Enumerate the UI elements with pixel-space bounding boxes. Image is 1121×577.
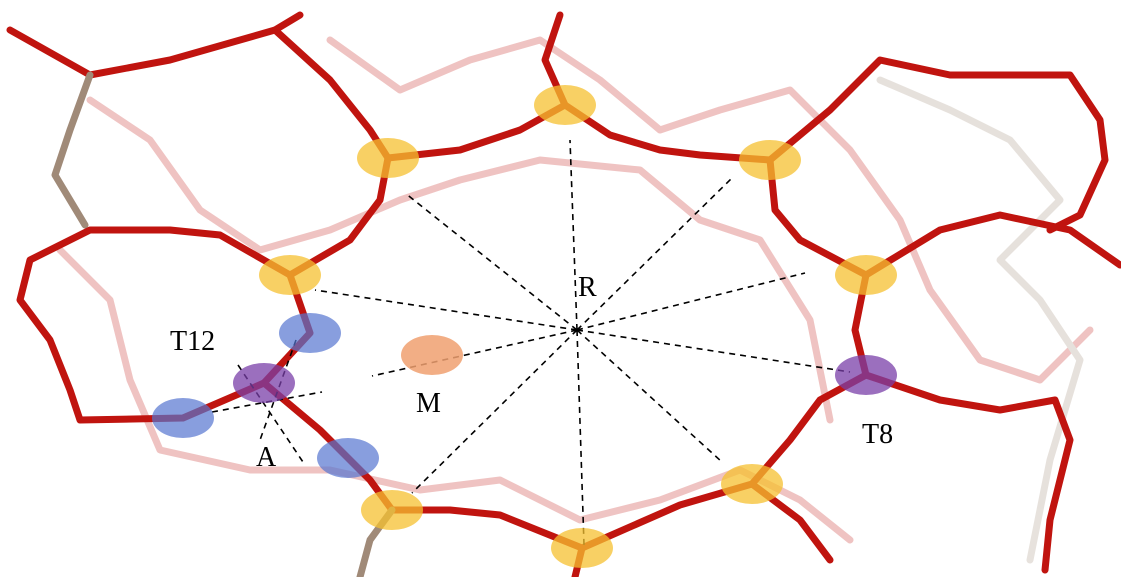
- t-site-highlight: [551, 528, 613, 568]
- oxygen-highlight: [152, 398, 214, 438]
- dashed-line: [314, 289, 578, 331]
- dashed-line: [259, 339, 297, 441]
- t-site-highlight: [259, 255, 321, 295]
- label-a: A: [256, 442, 277, 473]
- bond: [51, 71, 94, 229]
- dashed-line: [576, 272, 806, 331]
- bond: [851, 271, 1074, 574]
- bond: [6, 11, 304, 79]
- bond: [388, 371, 870, 552]
- t8-highlight: [835, 355, 897, 395]
- t12-highlight: [233, 363, 295, 403]
- oxygen-highlight: [279, 313, 341, 353]
- dashed-line: [411, 329, 578, 494]
- bond: [271, 26, 392, 162]
- t-site-highlight: [357, 138, 419, 178]
- front-framework: [6, 11, 1121, 577]
- dashed-line: [371, 329, 578, 377]
- m-site-highlight: [401, 335, 463, 375]
- t-site-highlight: [534, 85, 596, 125]
- bond: [766, 56, 1109, 234]
- highlights: [152, 85, 897, 568]
- dashed-line: [576, 329, 723, 463]
- bond: [384, 101, 774, 164]
- dashed-line: [576, 329, 851, 373]
- dashed-line: [237, 364, 306, 466]
- oxygen-highlight: [317, 438, 379, 478]
- label-t8: T8: [862, 419, 893, 450]
- t-site-highlight: [835, 255, 897, 295]
- t-site-highlight: [361, 490, 423, 530]
- bond: [86, 96, 834, 424]
- label-r: R: [578, 272, 597, 303]
- dashed-line: [404, 192, 578, 331]
- t-site-highlight: [739, 140, 801, 180]
- dashed-line: [569, 139, 578, 331]
- t-site-highlight: [721, 464, 783, 504]
- bond: [16, 226, 294, 424]
- label-m: M: [416, 388, 441, 419]
- dashed-line: [576, 177, 733, 331]
- dashed-line: [576, 329, 585, 546]
- bond: [766, 156, 1121, 279]
- bond: [326, 36, 1094, 384]
- bond: [876, 76, 1084, 564]
- label-t12: T12: [170, 326, 215, 357]
